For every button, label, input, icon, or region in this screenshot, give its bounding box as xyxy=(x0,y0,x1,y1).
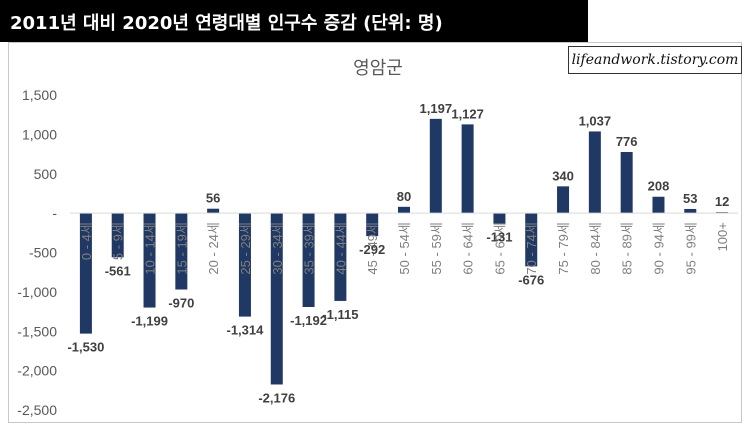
bar xyxy=(684,208,697,214)
bar xyxy=(652,196,665,214)
header-title: 2011년 대비 2020년 연령대별 인구수 증감 (단위: 명) xyxy=(10,13,443,34)
x-tick-label: 90 - 94세 xyxy=(651,222,666,274)
bar xyxy=(620,152,633,214)
data-label: -1,314 xyxy=(227,323,265,338)
x-tick-label: 100+ xyxy=(715,222,730,251)
y-tick-label: -2,000 xyxy=(17,363,57,379)
data-label: -1,192 xyxy=(290,313,327,328)
y-tick-label: 1,500 xyxy=(22,87,57,103)
data-label: 208 xyxy=(648,179,670,194)
x-tick-label: 20 - 24세 xyxy=(206,222,221,274)
bar xyxy=(461,124,474,214)
bar xyxy=(334,213,347,301)
y-tick-label: -1,000 xyxy=(17,284,57,300)
x-tick-label: 25 - 29세 xyxy=(238,222,253,274)
x-tick-label: 55 - 59세 xyxy=(429,222,444,274)
x-tick-label: 30 - 34세 xyxy=(270,222,285,274)
data-label: -292 xyxy=(359,242,385,257)
x-tick-label: 75 - 79세 xyxy=(556,222,571,274)
y-tick-label: -1,500 xyxy=(17,323,57,339)
bar xyxy=(588,131,601,214)
data-label: -970 xyxy=(168,296,194,311)
x-tick-label: 40 - 44세 xyxy=(333,222,348,274)
category-labels: 0 - 4세 5 - 9세 10 - 14세 15 - 19세 20 - 24세 25 -… xyxy=(79,222,730,274)
data-label: -131 xyxy=(486,229,512,244)
data-label: -1,199 xyxy=(131,314,168,329)
y-tick-label: -500 xyxy=(29,245,57,261)
x-tick-label: 35 - 39세 xyxy=(302,222,317,274)
watermark: lifeandwork.tistory.com xyxy=(568,46,742,74)
bar xyxy=(175,213,188,290)
x-tick-label: 95 - 99세 xyxy=(683,222,698,274)
bar xyxy=(398,206,410,214)
bar xyxy=(207,208,220,214)
y-tick-label: 1,000 xyxy=(22,126,57,142)
bar xyxy=(302,213,315,307)
bar xyxy=(143,213,156,308)
bar xyxy=(79,213,92,334)
data-label: -561 xyxy=(105,263,131,278)
data-label: 1,127 xyxy=(451,106,484,121)
x-tick-label: 0 - 4세 xyxy=(79,222,94,260)
chart-frame xyxy=(8,42,742,423)
chart-title: 영암군 xyxy=(353,58,403,79)
y-tick-label: - xyxy=(52,205,57,221)
x-tick-label: 65 - 69세 xyxy=(492,222,507,274)
bar xyxy=(366,213,379,237)
x-tick-label: 10 - 14세 xyxy=(143,222,158,274)
data-label: 12 xyxy=(715,194,729,209)
data-label: -1,115 xyxy=(322,307,358,322)
bar xyxy=(111,213,124,258)
data-label: 56 xyxy=(206,191,220,206)
data-label: 776 xyxy=(616,134,638,149)
bar xyxy=(557,186,570,214)
y-tick-label: -2,500 xyxy=(17,402,57,418)
x-tick-label: 45 - 49세 xyxy=(365,222,380,274)
y-axis: 1,500 1,000 500 - -500 -1,000 -1,500 -2,000 -2,5… xyxy=(17,87,57,418)
data-label: -1,530 xyxy=(67,340,104,355)
data-label: -676 xyxy=(518,272,544,287)
data-label: 53 xyxy=(683,191,697,206)
x-tick-label: 5 - 9세 xyxy=(111,222,126,260)
bar xyxy=(493,213,506,224)
data-label: -2,176 xyxy=(258,390,295,405)
x-tick-label: 60 - 64세 xyxy=(461,222,476,274)
bars-group xyxy=(79,118,729,385)
data-label: 1,197 xyxy=(420,101,453,116)
y-tick-label: 500 xyxy=(34,166,58,182)
x-tick-label: 15 - 19세 xyxy=(174,222,189,274)
x-tick-label: 70 - 74세 xyxy=(524,222,539,274)
data-label: 340 xyxy=(552,168,574,183)
x-tick-label: 85 - 89세 xyxy=(620,222,635,274)
data-label: 1,037 xyxy=(579,113,612,128)
x-tick-label: 80 - 84세 xyxy=(588,222,603,274)
bar xyxy=(270,213,283,385)
x-tick-label: 50 - 54세 xyxy=(397,222,412,274)
data-labels: -1,530 -561 -1,199-970 56 -1,314 -2,176 -1,192… xyxy=(67,101,729,406)
header-bar: 2011년 대비 2020년 연령대별 인구수 증감 (단위: 명) xyxy=(0,0,588,42)
data-label: 80 xyxy=(397,189,411,204)
bar xyxy=(429,118,442,214)
bar xyxy=(238,213,251,317)
bar xyxy=(525,213,538,267)
